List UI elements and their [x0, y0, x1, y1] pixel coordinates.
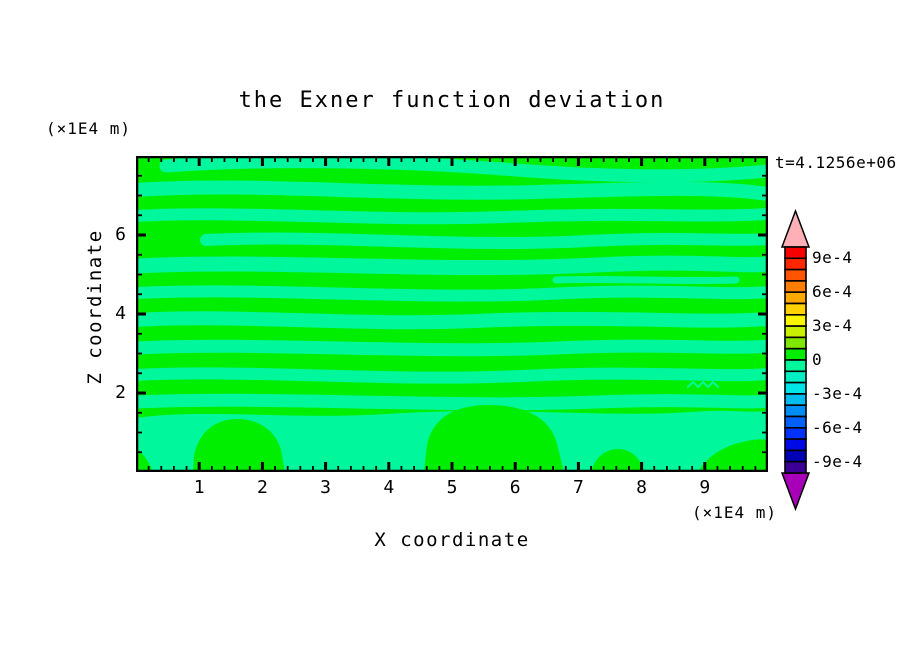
- negative-band: [136, 393, 768, 411]
- y-axis-unit-label: (×1E4 m): [46, 119, 132, 138]
- colorbar-segment: [784, 393, 807, 406]
- negative-band: [552, 275, 740, 285]
- negative-band: [136, 255, 768, 276]
- colorbar-segment: [784, 246, 807, 260]
- colorbar-segment: [784, 438, 807, 452]
- colorbar-label: -3e-4: [812, 383, 863, 403]
- colorbar-segment: [784, 359, 807, 373]
- colorbar: [780, 208, 811, 512]
- colorbar-segment: [784, 336, 807, 350]
- x-tick-label: 3: [320, 477, 332, 498]
- x-axis-title: X coordinate: [374, 529, 530, 551]
- colorbar-label: 9e-4: [812, 248, 853, 268]
- colorbar-segment: [784, 314, 807, 327]
- colorbar-segment: [784, 280, 807, 294]
- colorbar-under-arrow: [780, 472, 811, 512]
- negative-band: [136, 180, 768, 201]
- colorbar-segment: [784, 404, 807, 418]
- positive-bottom-pocket: [424, 405, 564, 472]
- colorbar-label: 3e-4: [812, 316, 853, 336]
- time-annotation: t=4.1256e+06: [775, 153, 897, 172]
- positive-bottom-pocket: [193, 418, 285, 472]
- negative-band: [136, 311, 768, 330]
- colorbar-label: -9e-4: [812, 451, 863, 471]
- y-tick-label: 4: [115, 303, 126, 324]
- x-tick-label: 7: [572, 477, 584, 498]
- x-tick-label: 8: [636, 477, 648, 498]
- colorbar-segment: [784, 427, 807, 440]
- colorbar-segment: [784, 415, 807, 429]
- colorbar-label: 6e-4: [812, 282, 853, 302]
- colorbar-label: 0: [812, 350, 823, 369]
- colorbar-segment: [784, 347, 807, 361]
- x-tick-label: 4: [383, 477, 395, 498]
- colorbar-segment: [784, 257, 807, 271]
- y-tick-label: 2: [115, 382, 126, 403]
- colorbar-segment: [784, 381, 807, 395]
- x-tick-label: 9: [699, 477, 711, 498]
- negative-band: [136, 339, 768, 357]
- plot-frame: [136, 156, 768, 472]
- negative-band: [200, 232, 768, 250]
- colorbar-label: -6e-4: [812, 417, 863, 437]
- colorbar-segment: [784, 291, 807, 305]
- colorbar-segment: [784, 325, 807, 339]
- x-tick-label: 2: [256, 477, 268, 498]
- colorbar-segment: [784, 460, 807, 474]
- figure-title: the Exner function deviation: [238, 88, 666, 113]
- x-axis-unit-label: (×1E4 m): [691, 503, 777, 522]
- y-tick-label: 6: [115, 224, 126, 245]
- negative-band: [136, 367, 768, 384]
- x-tick-label: 6: [509, 477, 521, 498]
- contour-plot: [136, 156, 768, 472]
- colorbar-segment: [784, 268, 807, 282]
- x-tick-label: 1: [193, 477, 205, 498]
- colorbar-over-arrow: [780, 208, 811, 248]
- negative-band: [136, 285, 768, 302]
- colorbar-segment: [784, 370, 807, 384]
- negative-band: [687, 380, 719, 389]
- negative-band: [136, 208, 768, 225]
- positive-bottom-pocket: [698, 439, 768, 472]
- colorbar-segment: [784, 449, 807, 463]
- negative-band: [159, 156, 768, 183]
- colorbar-segment: [784, 302, 807, 316]
- x-tick-label: 5: [446, 477, 458, 498]
